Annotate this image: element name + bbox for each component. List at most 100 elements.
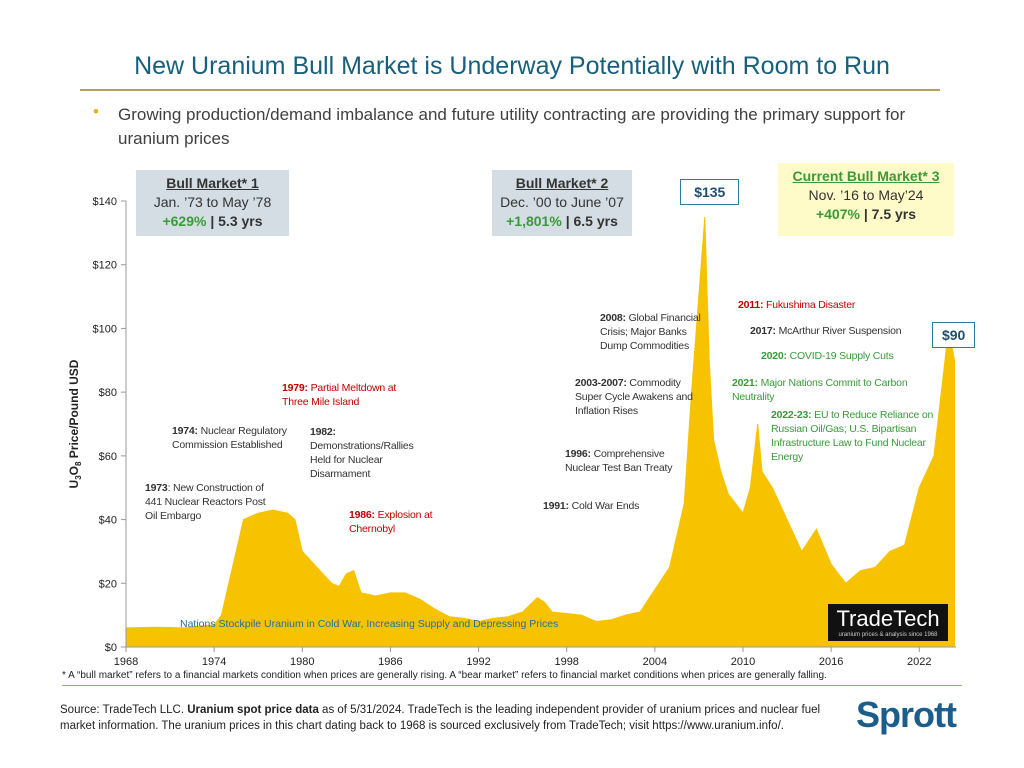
bull-period: Nov. ’16 to May’24 — [808, 187, 924, 203]
annotation-text: Major Nations Commit to Carbon Neutralit… — [732, 377, 908, 403]
y-label-part: Price/Pound USD — [67, 359, 81, 461]
tradetech-name: TradeTech — [836, 606, 940, 631]
bull-stats: +629% | 5.3 yrs — [136, 212, 289, 231]
annotation-text: Commodity Super Cycle Awakens and Inflat… — [575, 377, 693, 417]
annotation: 1986: Explosion at Chernobyl — [349, 508, 449, 536]
bull-duration: | 5.3 yrs — [210, 213, 263, 229]
annotation-text: EU to Reduce Reliance on Russian Oil/Gas… — [771, 409, 934, 463]
annotation-lead: 1979: — [282, 382, 308, 394]
bull-gain: +1,801% — [506, 213, 562, 229]
bull-title: Bull Market* 1 — [166, 175, 259, 191]
x-tick-label: 1968 — [114, 656, 138, 668]
annotation-lead: 2008: — [600, 312, 626, 324]
annotation-text: Partial Meltdown at Three Mile Island — [282, 382, 397, 408]
annotation: 2017: McArthur River Suspension — [750, 324, 920, 338]
x-tick-label: 2022 — [907, 656, 931, 668]
x-tick-label: 1986 — [378, 656, 402, 668]
annotation-text: Nuclear Regulatory Commission Establishe… — [172, 425, 287, 451]
annotation-text: Explosion at Chernobyl — [349, 509, 433, 535]
annotation-text: Demonstrations/Rallies Held for Nuclear … — [310, 440, 414, 480]
annotation: 1991: Cold War Ends — [543, 499, 663, 513]
price-callout: $90 — [932, 322, 976, 349]
annotation-lead: 1974: — [172, 425, 198, 437]
y-tick-label: $0 — [105, 642, 117, 654]
annotation-text: McArthur River Suspension — [775, 325, 902, 337]
y-tick-label: $100 — [93, 323, 117, 335]
bull-market-box: Bull Market* 2 Dec. ’00 to June ’07 +1,801… — [492, 170, 632, 236]
bull-title: Current Bull Market* 3 — [792, 168, 940, 184]
y-tick-label: $60 — [99, 451, 117, 463]
annotation: 1982: Demonstrations/Rallies Held for Nu… — [310, 425, 430, 481]
bull-gain: +629% — [162, 213, 207, 229]
annotation-lead: 1973 — [145, 482, 168, 494]
x-tick-label: 2016 — [819, 656, 843, 668]
annotation-lead: 2003-2007: — [575, 377, 627, 389]
annotation-lead: 2022-23: — [771, 409, 812, 421]
bull-stats: +1,801% | 6.5 yrs — [492, 212, 632, 231]
source: Source: TradeTech LLC. Uranium spot pric… — [60, 702, 850, 734]
y-tick-label: $80 — [99, 387, 117, 399]
annotation-lead: 1982: — [310, 426, 336, 438]
annotation: 2020: COVID-19 Supply Cuts — [761, 349, 911, 363]
bull-market-box: Bull Market* 1 Jan. ’73 to May ’78 +629% |… — [136, 170, 289, 236]
y-label-part: U — [67, 480, 81, 489]
annotation-lead: 1996: — [565, 448, 591, 460]
annotation: 1996: Comprehensive Nuclear Test Ban Tre… — [565, 447, 690, 475]
annotation: 2003-2007: Commodity Super Cycle Awakens… — [575, 376, 695, 418]
bull-duration: | 7.5 yrs — [863, 206, 917, 222]
bull-duration: | 6.5 yrs — [565, 213, 618, 229]
x-tick-label: 1980 — [290, 656, 314, 668]
x-tick-label: 1974 — [202, 656, 226, 668]
sprott-logo: Sprott — [856, 694, 957, 735]
annotation-text: Cold War Ends — [568, 500, 640, 512]
annotation-lead: 1986: — [349, 509, 375, 521]
annotation: 1973: New Construction of 441 Nuclear Re… — [145, 481, 270, 523]
x-tick-label: 2010 — [731, 656, 755, 668]
annotation-text: Global Financial Crisis; Major Banks Dum… — [600, 312, 701, 352]
annotation-lead: 2021: — [732, 377, 758, 389]
y-axis-label: U3O8 Price/Pound USD — [67, 359, 83, 488]
y-tick-label: $140 — [93, 196, 117, 208]
slide-title: New Uranium Bull Market is Underway Pote… — [134, 52, 890, 80]
y-tick-label: $40 — [99, 515, 117, 527]
title-rule — [80, 89, 940, 91]
price-area — [125, 216, 956, 648]
annotation-text: Fukushima Disaster — [763, 299, 856, 311]
bullet-dot: • — [93, 102, 99, 121]
annotation: 2008: Global Financial Crisis; Major Ban… — [600, 311, 712, 353]
tradetech-tagline: uranium prices & analysis since 1968 — [838, 632, 938, 638]
bull-period: Dec. ’00 to June ’07 — [500, 194, 624, 210]
bull-period: Jan. ’73 to May ’78 — [153, 194, 272, 210]
x-tick-label: 1992 — [466, 656, 490, 668]
annotation-lead: 2017: — [750, 325, 776, 337]
source-lead: Source: TradeTech LLC. — [60, 704, 188, 716]
bull-title: Bull Market* 2 — [515, 175, 609, 191]
annotation: 2021: Major Nations Commit to Carbon Neu… — [732, 376, 927, 404]
annotation-text: Comprehensive Nuclear Test Ban Treaty — [565, 448, 673, 474]
annotation-lead: 2011: — [738, 299, 764, 311]
cold-war-note: Nations Stockpile Uranium in Cold War, I… — [180, 618, 559, 630]
annotation-text: COVID-19 Supply Cuts — [786, 350, 894, 362]
bull-gain: +407% — [815, 206, 860, 222]
bull-market-box: Current Bull Market* 3 Nov. ’16 to May’24… — [778, 163, 954, 236]
y-tick-label: $20 — [99, 578, 117, 590]
tradetech-logo: TradeTech uranium prices & analysis sinc… — [828, 604, 948, 641]
footnote-rule — [62, 685, 962, 686]
price-callout: $135 — [680, 178, 740, 205]
bull-stats: +407% | 7.5 yrs — [778, 205, 954, 224]
y-label-part: 8 — [74, 461, 83, 466]
footnote: * A “bull market” refers to a financial … — [62, 670, 827, 681]
y-label-part: O — [67, 466, 81, 475]
annotation: 1974: Nuclear Regulatory Commission Esta… — [172, 424, 302, 452]
annotation-lead: 1991: — [543, 500, 569, 512]
annotation-text: : New Construction of 441 Nuclear Reacto… — [145, 482, 266, 522]
source-bold: Uranium spot price data — [187, 704, 319, 716]
bullet-text: Growing production/demand imbalance and … — [118, 105, 906, 148]
y-tick-label: $120 — [93, 260, 117, 272]
annotation: 1979: Partial Meltdown at Three Mile Isl… — [282, 381, 402, 409]
x-tick-label: 2004 — [643, 656, 667, 668]
y-label-part: 3 — [74, 475, 83, 480]
source-text: as of 5/31/2024. TradeTech is the leadin… — [60, 704, 821, 732]
